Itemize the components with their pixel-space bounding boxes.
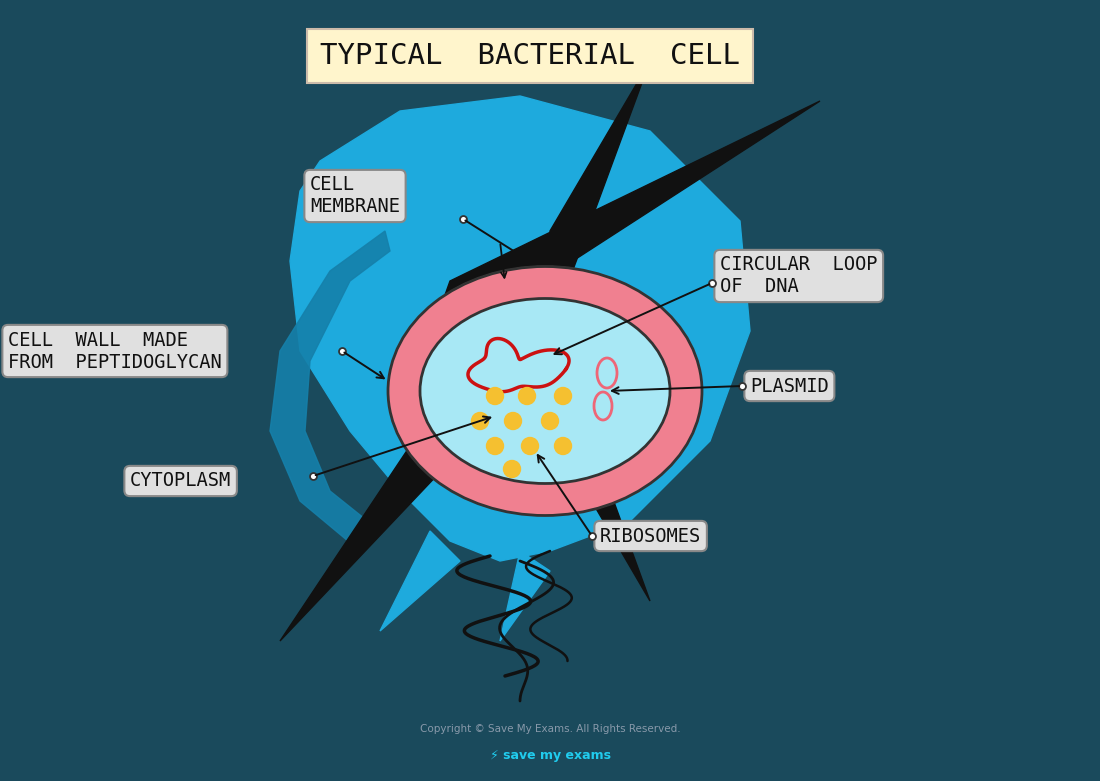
Polygon shape (500, 551, 550, 641)
Text: PLASMID: PLASMID (750, 376, 828, 395)
Ellipse shape (388, 266, 702, 515)
Polygon shape (379, 531, 460, 631)
Circle shape (472, 412, 488, 430)
Circle shape (554, 387, 572, 405)
Text: CELL
MEMBRANE: CELL MEMBRANE (310, 176, 400, 216)
Polygon shape (290, 96, 750, 561)
Circle shape (486, 437, 504, 455)
Polygon shape (280, 431, 460, 641)
Polygon shape (400, 101, 820, 421)
Circle shape (504, 461, 520, 477)
Text: ⚡ save my exams: ⚡ save my exams (490, 750, 610, 762)
Text: TYPICAL  BACTERIAL  CELL: TYPICAL BACTERIAL CELL (320, 42, 740, 70)
Text: CIRCULAR  LOOP
OF  DNA: CIRCULAR LOOP OF DNA (720, 255, 878, 297)
Circle shape (541, 412, 559, 430)
Text: Copyright © Save My Exams. All Rights Reserved.: Copyright © Save My Exams. All Rights Re… (420, 724, 680, 734)
Circle shape (486, 387, 504, 405)
Circle shape (518, 387, 536, 405)
Text: CYTOPLASM: CYTOPLASM (130, 472, 231, 490)
Ellipse shape (420, 298, 670, 483)
Polygon shape (550, 61, 650, 331)
Circle shape (505, 412, 521, 430)
Text: CELL  WALL  MADE
FROM  PEPTIDOGLYCAN: CELL WALL MADE FROM PEPTIDOGLYCAN (8, 330, 222, 372)
Circle shape (521, 437, 539, 455)
Text: RIBOSOMES: RIBOSOMES (600, 526, 702, 545)
Circle shape (554, 437, 572, 455)
Polygon shape (580, 481, 650, 601)
Polygon shape (270, 231, 390, 551)
